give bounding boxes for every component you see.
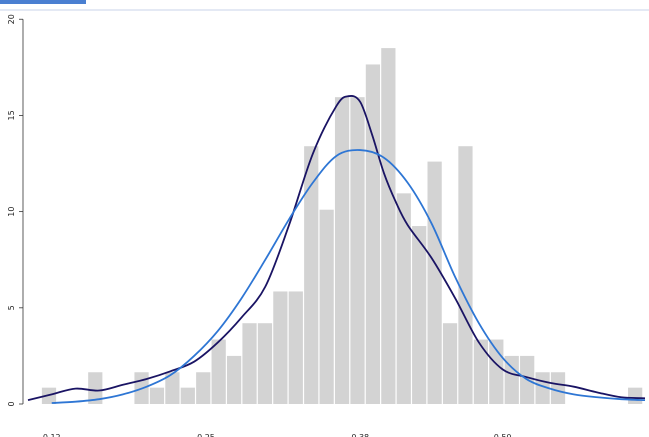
x-tick-label: 0.12 [43, 433, 61, 437]
top-accent-strip [0, 0, 86, 4]
histogram-bar [412, 226, 427, 404]
histogram-bar [196, 372, 211, 404]
histogram-bar [242, 323, 257, 404]
histogram-bar [304, 146, 319, 404]
histogram-bar [149, 387, 165, 404]
x-tick-label: 0.25 [197, 433, 215, 437]
histogram-bar [458, 146, 473, 404]
histogram-bar [350, 97, 365, 405]
histogram-bar [504, 355, 519, 404]
histogram-bar [427, 161, 442, 404]
histogram-bar [319, 209, 334, 404]
histogram-bar [334, 97, 350, 405]
density-curve-line [27, 95, 646, 402]
histogram-bars [41, 48, 643, 405]
histogram-bar [381, 48, 396, 404]
axes: 0 5 10 15 20 0.12 0.25 0.38 0.50 [7, 14, 512, 437]
histogram-bar [165, 372, 180, 404]
y-tick-label: 10 [7, 207, 16, 217]
y-tick-label: 0 [7, 401, 16, 406]
histogram-bar [628, 387, 643, 404]
normal-fit-line [51, 149, 646, 404]
curves [27, 95, 646, 404]
x-tick-label: 0.38 [351, 433, 369, 437]
histogram-bar [257, 323, 273, 404]
histogram-bar [226, 355, 242, 404]
histogram-bar [180, 387, 195, 404]
histogram-bar [442, 323, 458, 404]
y-tick-label: 15 [7, 110, 16, 120]
histogram-bar [550, 372, 566, 404]
histogram-bar [365, 64, 381, 404]
histogram-bar [273, 291, 288, 404]
histogram-bar [288, 291, 303, 404]
histogram-bar [473, 339, 489, 404]
histogram-bar [396, 193, 411, 404]
y-tick-label: 20 [7, 14, 16, 24]
histogram-bar [211, 339, 226, 404]
histogram-bar [88, 372, 103, 404]
x-tick-label: 0.50 [494, 433, 512, 437]
y-tick-label: 5 [7, 305, 16, 310]
